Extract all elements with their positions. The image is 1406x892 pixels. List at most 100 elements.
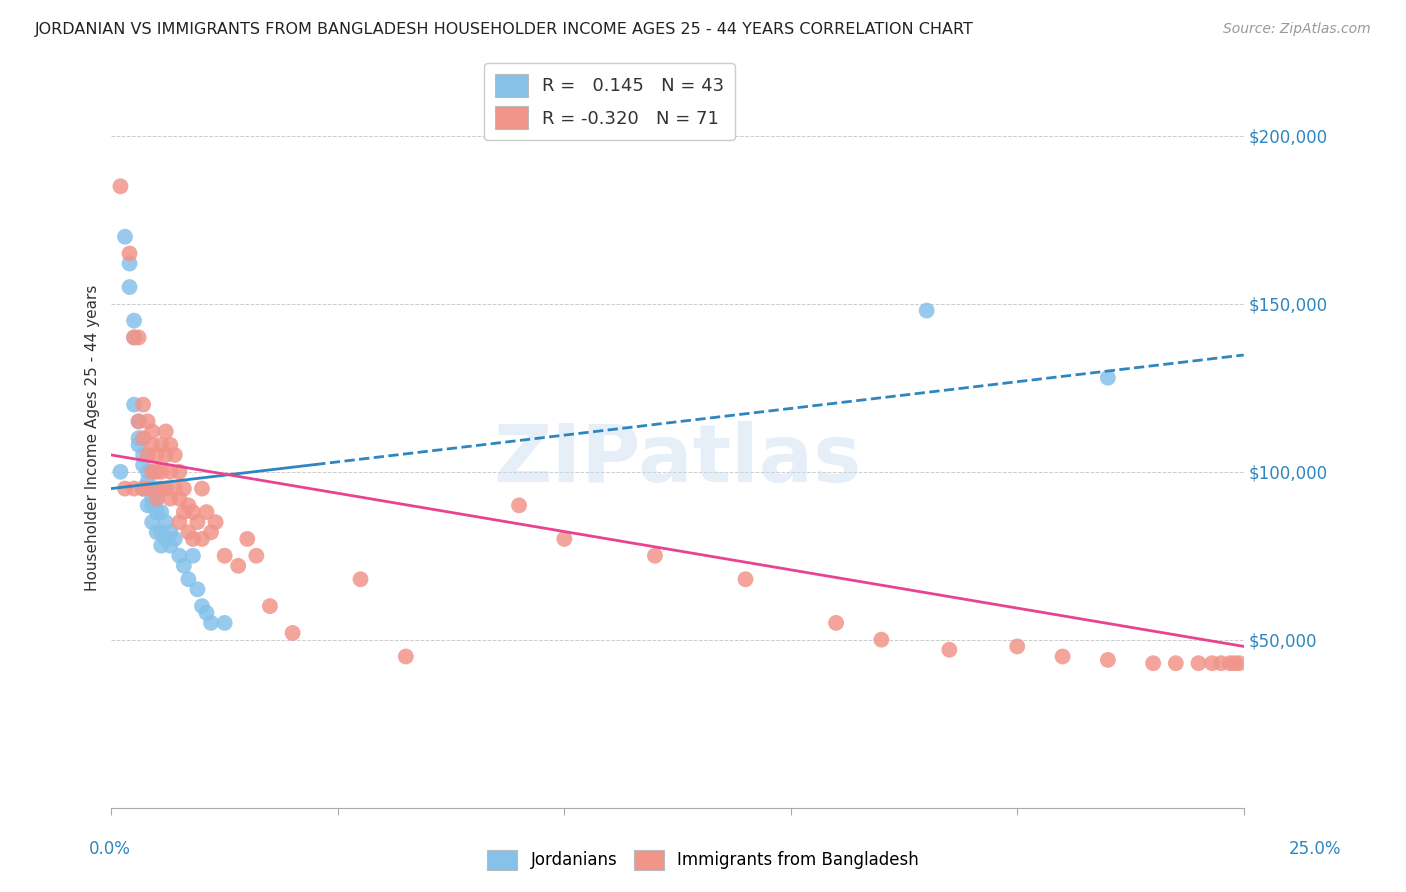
Point [150,438,173,452]
Point [1219,657,1241,671]
Point [173,505,195,519]
Text: ZIPatlas: ZIPatlas [494,421,862,500]
Point [145,491,167,506]
Point [110,465,132,479]
Point [128,414,150,428]
Point [173,482,195,496]
Point [1187,657,1209,671]
Point [141,499,163,513]
Text: 0.0%: 0.0% [89,840,131,858]
Point [825,615,848,630]
Point [155,425,177,439]
Point [169,465,191,479]
Point [508,499,530,513]
Point [159,465,181,479]
Point [191,532,214,546]
Point [1007,640,1029,654]
Point [118,246,141,260]
Point [915,303,938,318]
Point [938,642,960,657]
Point [145,491,167,506]
Point [1052,649,1074,664]
Point [150,525,173,540]
Point [226,558,249,573]
Point [128,330,150,344]
Point [1209,657,1232,671]
Point [155,482,177,496]
Point [734,572,756,586]
Point [132,431,155,445]
Point [141,438,163,452]
Point [122,330,145,344]
Point [145,482,167,496]
Point [141,491,163,506]
Point [1201,657,1223,671]
Point [114,482,136,496]
Point [128,431,150,445]
Point [163,448,186,462]
Point [141,515,163,529]
Point [186,515,208,529]
Point [128,438,150,452]
Point [181,505,204,519]
Point [132,482,155,496]
Point [118,280,141,294]
Point [181,532,204,546]
Point [150,465,173,479]
Point [155,515,177,529]
Point [1164,657,1187,671]
Point [136,414,159,428]
Point [214,615,236,630]
Point [155,532,177,546]
Point [236,532,259,546]
Point [110,179,132,194]
Point [200,615,222,630]
Point [122,330,145,344]
Point [132,482,155,496]
Point [141,425,163,439]
Point [145,465,167,479]
Point [204,515,226,529]
Point [122,313,145,327]
Point [145,525,167,540]
Point [159,491,181,506]
Point [132,448,155,462]
Point [395,649,418,664]
Point [200,525,222,540]
Point [141,482,163,496]
Point [136,482,159,496]
Point [553,532,575,546]
Point [245,549,267,563]
Point [150,539,173,553]
Point [136,465,159,479]
Point [169,491,191,506]
Text: 25.0%: 25.0% [1289,840,1341,858]
Point [132,398,155,412]
Point [191,482,214,496]
Point [136,475,159,489]
Legend: Jordanians, Immigrants from Bangladesh: Jordanians, Immigrants from Bangladesh [481,843,925,877]
Point [128,414,150,428]
Point [163,532,186,546]
Point [186,582,208,597]
Point [177,499,200,513]
Point [177,525,200,540]
Point [195,505,218,519]
Point [191,599,214,613]
Point [173,558,195,573]
Point [132,458,155,472]
Point [1097,653,1119,667]
Point [136,448,159,462]
Text: Source: ZipAtlas.com: Source: ZipAtlas.com [1223,22,1371,37]
Point [118,256,141,270]
Point [141,465,163,479]
Point [259,599,281,613]
Point [122,482,145,496]
Point [214,549,236,563]
Point [169,515,191,529]
Point [169,549,191,563]
Legend: R =   0.145   N = 43, R = -0.320   N = 71: R = 0.145 N = 43, R = -0.320 N = 71 [484,63,735,140]
Point [159,438,181,452]
Point [122,398,145,412]
Point [281,626,304,640]
